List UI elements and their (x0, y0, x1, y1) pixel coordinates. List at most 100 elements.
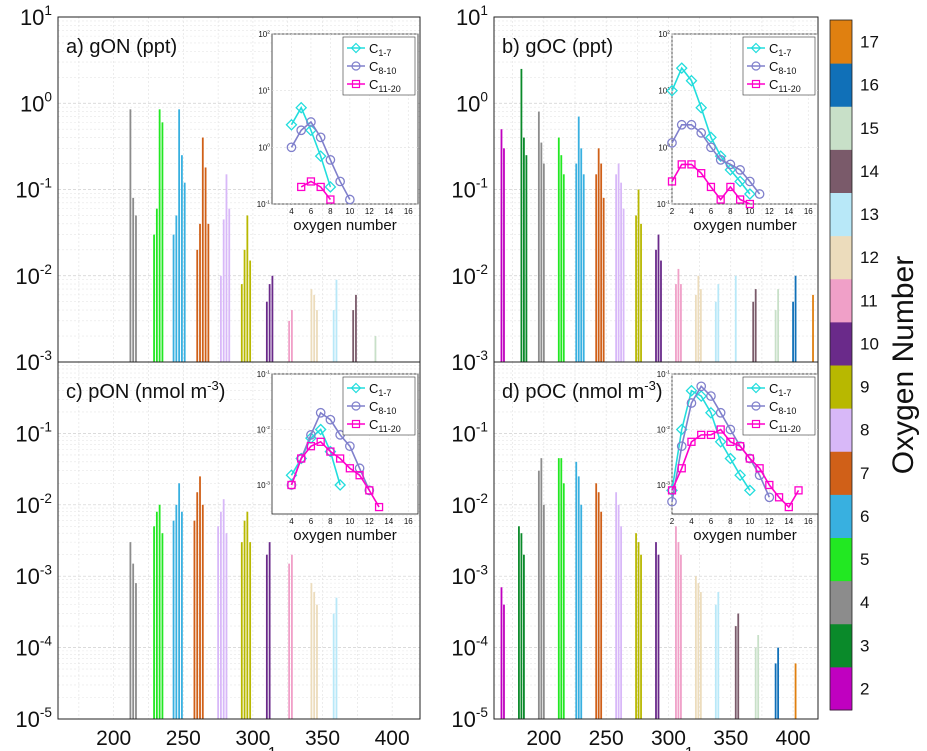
colorbar-swatch (830, 149, 852, 193)
y-tick-label-exp: -4 (476, 634, 489, 649)
data-point (667, 496, 677, 507)
legend-label: C8-10 (369, 59, 396, 76)
bar (557, 137, 560, 362)
bar (222, 219, 225, 362)
y-tick-label-base: 10 (451, 564, 475, 589)
bar (812, 294, 814, 362)
bar (161, 533, 164, 719)
data-point (715, 407, 726, 418)
inset-y-tick-label-base: 10 (258, 30, 267, 39)
bar (637, 189, 640, 362)
colorbar-tick-label: 10 (860, 334, 879, 353)
legend-label: C1-7 (369, 41, 391, 58)
data-point (745, 454, 755, 463)
data-point (725, 424, 736, 435)
bar (542, 504, 545, 719)
bar (562, 483, 565, 719)
colorbar-tick-label: 12 (860, 248, 879, 267)
data-point (687, 437, 696, 446)
bar (792, 301, 794, 362)
legend-marker (751, 61, 761, 71)
data-point (774, 493, 784, 502)
legend-label: C1-7 (769, 41, 791, 58)
inset-y-tick-label: 10-3 (657, 480, 671, 490)
series-line-1-7 (290, 105, 332, 188)
y-tick-label: 10-2 (15, 262, 52, 289)
inset-x-tick-label: 2 (670, 207, 675, 216)
bar (580, 504, 583, 719)
y-tick-label: 10-5 (15, 705, 52, 732)
y-tick-label-exp: 1 (480, 3, 488, 18)
data-point (345, 194, 355, 205)
bar (217, 526, 220, 719)
data-point (295, 101, 308, 114)
data-point (696, 381, 707, 392)
bar (175, 504, 178, 719)
legend-label: C8-10 (769, 399, 796, 416)
data-point (315, 132, 326, 143)
data-point (735, 442, 745, 451)
data-point (716, 425, 725, 434)
inset-x-tick-label: 4 (289, 207, 294, 216)
inset-y-tick-label-base: 10 (657, 370, 666, 379)
data-point (735, 165, 745, 175)
bar (374, 336, 377, 362)
y-tick-label-base: 10 (451, 178, 475, 203)
bar (680, 554, 682, 719)
y-tick-label-exp: -3 (476, 562, 488, 577)
data-point (716, 195, 725, 204)
bar (246, 511, 249, 719)
bar (291, 554, 293, 719)
inset-y-tick-label-exp: -2 (666, 425, 671, 431)
inset-y-tick-label-exp: -1 (266, 369, 271, 375)
y-tick-label: 10-3 (451, 562, 488, 589)
x-tick-label: 300 (651, 727, 686, 750)
bar (316, 310, 318, 362)
legend-marker (751, 419, 761, 429)
data-point (286, 480, 297, 490)
bar (352, 310, 355, 362)
data-point (316, 182, 325, 192)
legend-label-sub: 1-7 (778, 48, 791, 58)
legend-label-name: C (769, 59, 778, 74)
bar (622, 208, 625, 362)
data-point (335, 454, 345, 463)
y-tick-label-base: 10 (451, 493, 475, 518)
data-point (324, 181, 337, 193)
inset-x-tick-label: 4 (689, 207, 694, 216)
inset-y-tick-label-exp: -3 (666, 480, 671, 486)
bar (201, 137, 204, 362)
series-line-11-20 (300, 180, 332, 201)
y-tick-label: 10-1 (15, 420, 52, 447)
y-tick-label-exp: -5 (40, 705, 52, 720)
data-point (297, 454, 306, 463)
inset-y-tick-label: 102 (258, 29, 270, 39)
inset-x-tick-label: 4 (689, 517, 694, 526)
data-point (677, 160, 686, 169)
bar (246, 215, 249, 362)
inset-y-tick-label-base: 10 (257, 481, 266, 490)
bar (525, 155, 528, 362)
bar (774, 310, 777, 362)
legend-label: C11-20 (769, 417, 801, 434)
y-tick-label: 101 (456, 3, 488, 30)
inset-y-tick-label-base: 10 (257, 200, 266, 209)
bar (754, 289, 757, 362)
y-tick-label-exp: -1 (40, 176, 52, 191)
y-tick-label: 10-4 (15, 634, 52, 661)
inset-y-tick-label-exp: -2 (266, 425, 271, 431)
bar (560, 458, 563, 719)
legend-marker (351, 79, 361, 89)
bar (132, 197, 135, 362)
data-point (743, 188, 756, 200)
series-line-11-20 (671, 428, 800, 509)
bar (752, 301, 755, 362)
x-tick-label: 350 (305, 727, 340, 750)
inset-x-tick-label: 16 (804, 517, 813, 526)
bar (600, 511, 603, 719)
bar (597, 148, 600, 362)
y-tick-label: 10-1 (451, 176, 488, 203)
inset-y-tick-label-exp: -1 (666, 199, 671, 205)
colorbar-tick-label: 8 (860, 421, 869, 440)
